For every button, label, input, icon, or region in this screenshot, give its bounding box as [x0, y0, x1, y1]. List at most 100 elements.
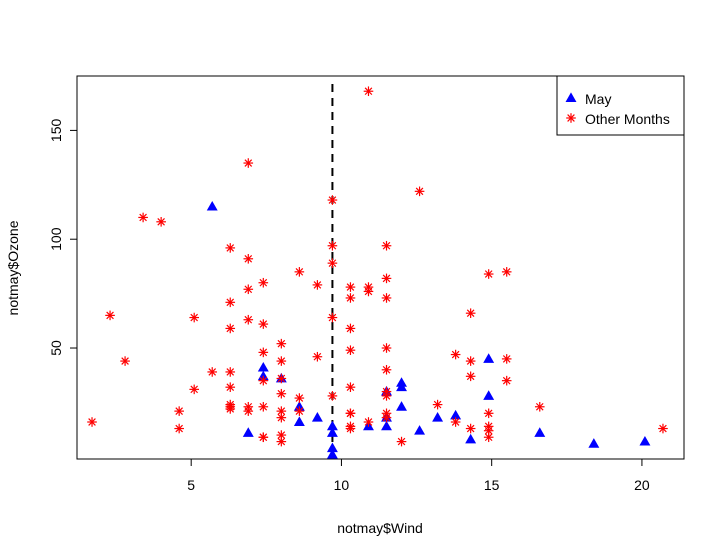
point-other-months — [363, 417, 374, 427]
legend-label-other-months: Other Months — [585, 111, 670, 127]
point-may — [326, 427, 338, 437]
point-other-months — [432, 399, 443, 410]
point-other-months — [294, 267, 305, 277]
y-axis-label: notmay$Ozone — [5, 220, 21, 315]
point-other-months — [174, 406, 184, 416]
point-other-months — [483, 408, 494, 419]
point-other-months — [363, 86, 374, 97]
point-may — [483, 390, 495, 400]
point-other-months — [258, 375, 269, 386]
x-axis: 5 10 15 20 — [187, 458, 650, 493]
point-may — [639, 435, 651, 446]
point-other-months — [465, 371, 476, 382]
point-other-months — [345, 382, 356, 392]
point-other-months — [312, 280, 323, 290]
point-other-months — [381, 343, 392, 353]
point-other-months — [327, 312, 338, 323]
point-other-months — [483, 421, 494, 432]
point-other-months — [243, 406, 254, 416]
point-other-months — [243, 158, 254, 168]
point-may — [588, 438, 600, 448]
point-other-months — [225, 367, 236, 377]
point-other-months — [396, 436, 407, 447]
point-other-months — [381, 408, 392, 419]
point-other-months — [345, 323, 356, 334]
point-other-months — [105, 310, 115, 321]
point-other-months — [483, 269, 494, 279]
point-may — [432, 412, 444, 422]
point-may — [311, 412, 323, 422]
point-other-months — [156, 217, 166, 227]
point-other-months — [258, 347, 269, 358]
point-may — [396, 381, 407, 392]
point-other-months — [450, 349, 461, 360]
point-may — [326, 449, 338, 459]
point-other-months — [174, 423, 184, 434]
point-other-months — [207, 367, 218, 377]
point-other-months — [501, 375, 512, 386]
x-tick-label: 20 — [634, 477, 650, 493]
point-other-months — [243, 314, 254, 325]
point-other-months — [243, 284, 254, 295]
point-other-months — [534, 401, 545, 412]
point-other-months — [345, 345, 356, 355]
point-may — [242, 427, 254, 437]
point-other-months — [381, 273, 392, 284]
point-other-months — [465, 308, 476, 318]
point-other-months — [189, 312, 199, 323]
point-other-months — [294, 393, 305, 403]
point-other-months — [363, 282, 374, 292]
point-other-months — [276, 373, 287, 384]
point-other-months — [327, 240, 338, 251]
legend-label-may: May — [585, 91, 611, 107]
point-other-months — [345, 282, 356, 292]
point-may — [483, 353, 495, 363]
point-other-months — [87, 417, 97, 427]
point-other-months — [450, 417, 461, 427]
point-other-months — [465, 423, 476, 434]
y-tick-label: 100 — [48, 227, 64, 251]
point-may — [414, 425, 426, 435]
x-axis-label: notmay$Wind — [337, 520, 423, 536]
point-other-months — [276, 406, 287, 416]
point-other-months — [276, 436, 287, 447]
point-other-months — [414, 186, 425, 197]
y-axis: 50 100 150 — [48, 119, 78, 356]
point-may — [534, 427, 546, 437]
point-other-months — [327, 391, 338, 401]
point-other-months — [501, 267, 512, 277]
point-other-months — [225, 243, 236, 253]
point-other-months — [225, 323, 236, 334]
point-other-months — [225, 382, 236, 392]
point-other-months — [225, 401, 236, 412]
point-other-months — [345, 421, 356, 432]
point-other-months — [258, 432, 269, 443]
legend-asterisk-other-months — [566, 113, 576, 123]
point-other-months — [345, 293, 356, 303]
x-tick-label: 5 — [187, 477, 195, 493]
legend-marker-other-months — [566, 113, 576, 123]
legend: May Other Months — [556, 75, 685, 136]
point-other-months — [312, 351, 323, 362]
y-tick-label: 150 — [48, 119, 64, 143]
point-may — [465, 433, 477, 444]
data-points — [87, 86, 668, 459]
point-other-months — [465, 356, 476, 366]
point-may — [257, 361, 269, 372]
point-other-months — [276, 356, 287, 366]
legend-marker-may — [565, 92, 577, 102]
point-may — [396, 401, 407, 411]
point-other-months — [189, 384, 199, 395]
point-may — [206, 200, 218, 211]
x-tick-label: 15 — [484, 477, 500, 493]
legend-triangle-may — [565, 92, 577, 102]
point-other-months — [258, 277, 269, 288]
point-other-months — [120, 356, 130, 366]
point-other-months — [327, 195, 338, 205]
point-other-months — [381, 240, 392, 251]
point-other-months — [501, 354, 512, 364]
point-other-months — [258, 319, 269, 329]
point-other-months — [276, 388, 287, 399]
point-may — [381, 420, 392, 431]
